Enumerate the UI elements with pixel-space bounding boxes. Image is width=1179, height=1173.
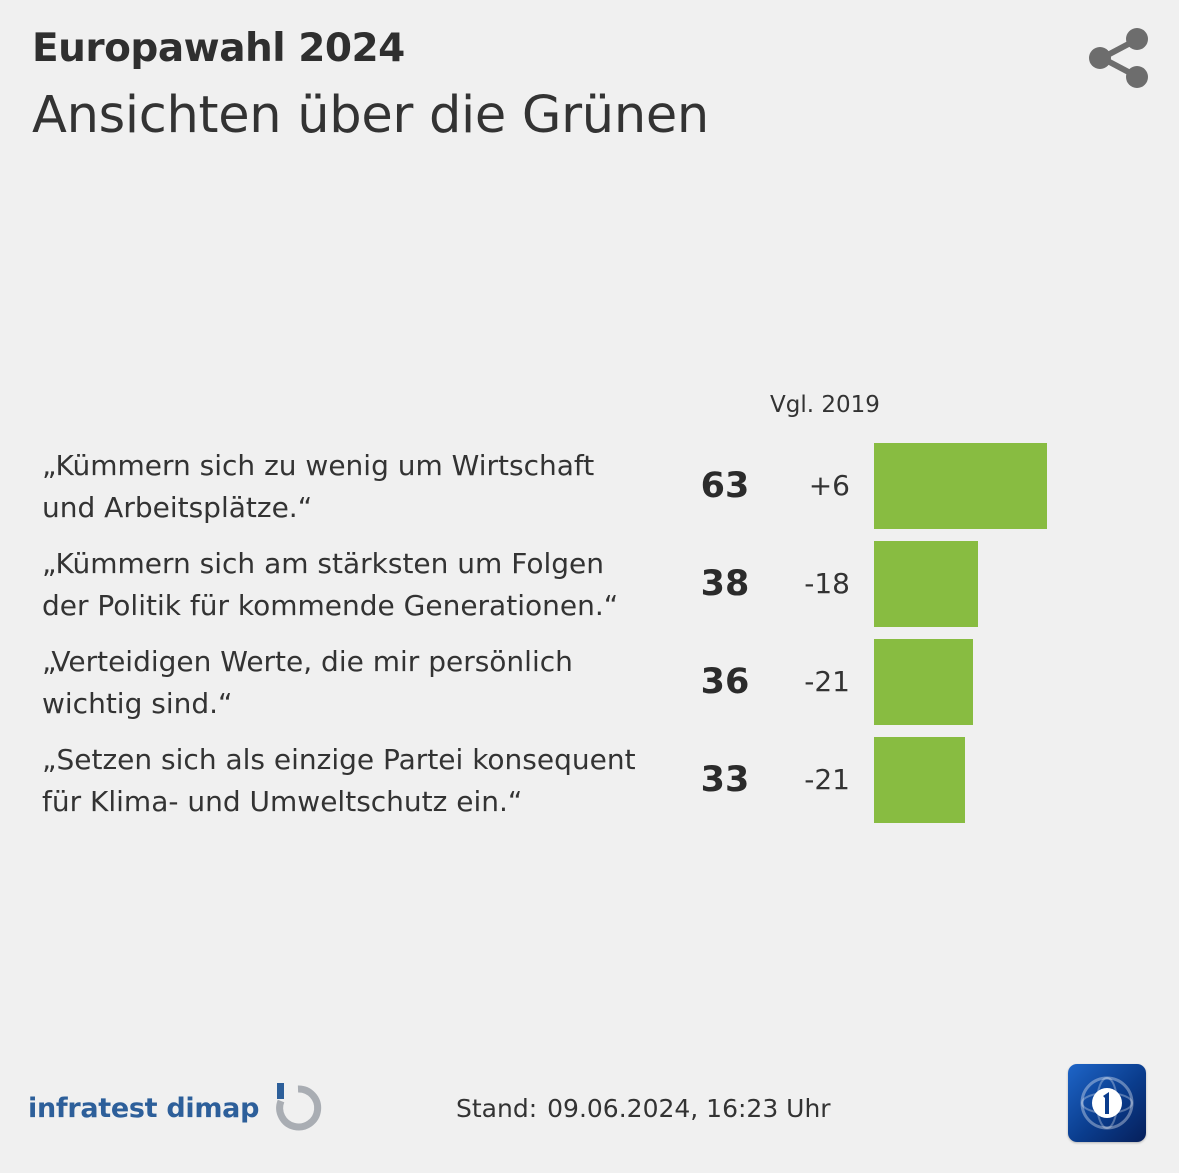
- change-label: -18: [804, 567, 850, 600]
- value-label: 33: [700, 760, 750, 800]
- comparison-column-header: Vgl. 2019: [770, 392, 880, 418]
- category-label-line: „Kümmern sich am stärksten um Folgen: [42, 547, 604, 580]
- value-label: 36: [700, 662, 750, 702]
- bar: [874, 443, 1047, 529]
- page-title: Ansichten über die Grünen: [32, 86, 709, 145]
- category-label-line: wichtig sind.“: [42, 687, 233, 720]
- stand-date: 09.06.2024, 16:23 Uhr: [547, 1094, 831, 1123]
- infratest-dimap-logo-icon: [276, 1083, 322, 1131]
- ard-logo: [1068, 1064, 1146, 1142]
- category-label: „Setzen sich als einzige Partei konseque…: [42, 739, 662, 823]
- value-label: 38: [700, 564, 750, 604]
- kicker: Europawahl 2024: [32, 26, 405, 71]
- category-label-line: für Klima- und Umweltschutz ein.“: [42, 785, 523, 818]
- timestamp: Stand: 09.06.2024, 16:23 Uhr: [456, 1094, 831, 1123]
- category-label-line: „Kümmern sich zu wenig um Wirtschaft: [42, 449, 595, 482]
- category-label-line: „Setzen sich als einzige Partei konseque…: [42, 743, 636, 776]
- stand-label: Stand:: [456, 1094, 538, 1123]
- category-label: „Verteidigen Werte, die mir persönlich w…: [42, 641, 662, 725]
- bar: [874, 737, 965, 823]
- category-label-line: und Arbeitsplätze.“: [42, 491, 313, 524]
- chart-row: „Verteidigen Werte, die mir persönlich w…: [0, 639, 1179, 725]
- category-label: „Kümmern sich am stärksten um Folgen der…: [42, 543, 662, 627]
- share-button[interactable]: [1084, 26, 1154, 92]
- change-label: -21: [804, 763, 850, 796]
- source-label: infratest dimap: [28, 1092, 260, 1124]
- infratest-dimap-logo: infratest dimap: [28, 1080, 325, 1136]
- bar: [874, 639, 973, 725]
- ard-logo-icon: [1080, 1076, 1134, 1130]
- change-label: -21: [804, 665, 850, 698]
- chart-row: „Setzen sich als einzige Partei konseque…: [0, 737, 1179, 823]
- share-icon: [1089, 28, 1148, 88]
- bar: [874, 541, 978, 627]
- category-label-line: „Verteidigen Werte, die mir persönlich: [42, 645, 573, 678]
- change-label: +6: [808, 469, 850, 502]
- category-label-line: der Politik für kommende Generationen.“: [42, 589, 619, 622]
- value-label: 63: [700, 466, 750, 506]
- chart-row: „Kümmern sich am stärksten um Folgen der…: [0, 541, 1179, 627]
- category-label: „Kümmern sich zu wenig um Wirtschaft und…: [42, 445, 662, 529]
- chart-row: „Kümmern sich zu wenig um Wirtschaft und…: [0, 443, 1179, 529]
